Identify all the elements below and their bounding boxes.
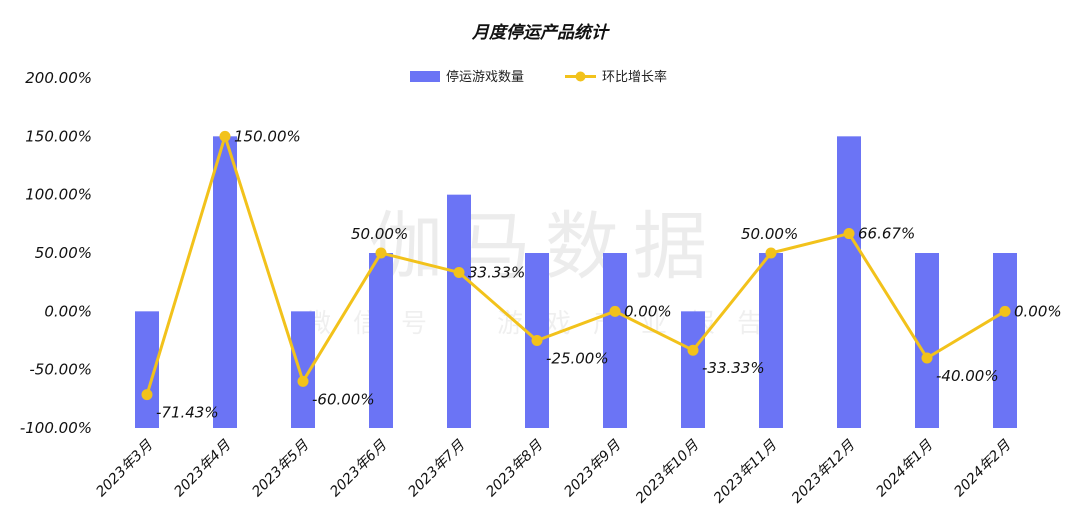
- bar: [369, 253, 393, 428]
- y-tick-label: -50.00%: [29, 361, 92, 379]
- x-tick-label: 2023年3月: [93, 437, 156, 500]
- data-label: 0.00%: [624, 302, 672, 320]
- data-label: -33.33%: [702, 359, 765, 377]
- legend: 停运游戏数量 环比增长率: [410, 69, 667, 85]
- bar: [915, 253, 939, 428]
- x-tick-label: 2023年8月: [483, 437, 546, 500]
- y-axis: 200.00% 150.00% 100.00% 50.00% 0.00% -50.00% -…: [20, 69, 92, 437]
- line-point: [999, 305, 1011, 317]
- data-label: 50.00%: [351, 225, 408, 243]
- bar: [213, 136, 237, 429]
- legend-bar-swatch: [410, 71, 440, 82]
- bar: [681, 311, 705, 428]
- x-tick-label: 2023年7月: [405, 437, 468, 500]
- line-series: [145, 134, 1006, 396]
- data-label: 66.67%: [858, 225, 915, 243]
- data-label: -40.00%: [936, 367, 999, 385]
- line-point: [297, 375, 309, 387]
- line-point: [609, 305, 621, 317]
- x-tick-label: 2023年4月: [171, 437, 234, 500]
- data-labels: -71.43% 150.00% -60.00% 50.00% 33.33% -25.00%…: [156, 127, 1062, 421]
- y-tick-label: -100.00%: [20, 419, 92, 437]
- x-tick-label: 2023年11月: [711, 437, 781, 507]
- data-label: -71.43%: [156, 404, 219, 422]
- legend-bar-label: 停运游戏数量: [446, 69, 524, 85]
- x-tick-label: 2023年6月: [327, 437, 390, 500]
- line-point: [375, 247, 387, 259]
- y-tick-label: 100.00%: [25, 186, 92, 204]
- x-tick-label: 2023年9月: [561, 437, 624, 500]
- line-point: [687, 344, 699, 356]
- data-label: 50.00%: [741, 225, 798, 243]
- y-tick-label: 200.00%: [25, 69, 92, 87]
- growth-line: [145, 134, 1006, 396]
- line-points: [141, 130, 1011, 401]
- bar: [447, 194, 471, 428]
- line-point: [219, 130, 231, 142]
- legend-line-label: 环比增长率: [602, 69, 667, 85]
- line-point: [765, 247, 777, 259]
- y-tick-label: 150.00%: [25, 127, 92, 145]
- x-tick-label: 2023年10月: [633, 437, 703, 507]
- bar: [837, 136, 861, 429]
- bar: [993, 253, 1017, 428]
- data-label: -60.00%: [312, 390, 375, 408]
- y-tick-label: 0.00%: [44, 302, 92, 320]
- x-tick-label: 2024年2月: [951, 437, 1014, 500]
- x-tick-label: 2023年12月: [789, 437, 859, 507]
- line-point: [453, 266, 465, 278]
- line-point: [921, 352, 933, 364]
- data-label: -25.00%: [546, 350, 609, 368]
- y-tick-label: 50.00%: [35, 244, 92, 262]
- bar: [603, 253, 627, 428]
- data-label: 0.00%: [1014, 302, 1062, 320]
- x-axis: 2023年3月 2023年4月 2023年5月 2023年6月 2023年7月 2023年…: [93, 437, 1014, 507]
- x-tick-label: 2024年1月: [873, 437, 936, 500]
- line-point: [843, 228, 855, 240]
- x-tick-label: 2023年5月: [249, 437, 312, 500]
- chart-title: 月度停运产品统计: [471, 23, 610, 43]
- legend-line-marker: [575, 71, 586, 82]
- bar: [759, 253, 783, 428]
- data-label: 150.00%: [234, 127, 301, 145]
- data-label: 33.33%: [468, 263, 525, 281]
- bar-series: [135, 136, 1017, 429]
- line-point: [531, 335, 543, 346]
- line-point: [141, 389, 153, 401]
